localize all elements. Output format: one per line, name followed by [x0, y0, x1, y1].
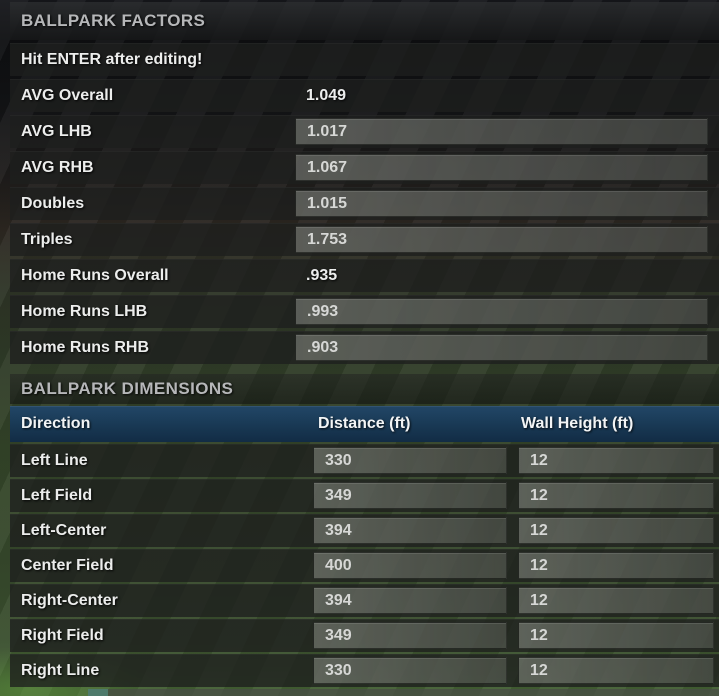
direction-label: Right-Center	[21, 592, 118, 609]
dimension-row: Left Field	[10, 479, 719, 512]
factor-row: Doubles	[10, 187, 719, 220]
dimensions-section-title: BALLPARK DIMENSIONS	[21, 379, 234, 398]
distance-input[interactable]	[313, 657, 507, 684]
direction-label: Right Line	[21, 662, 100, 679]
dimension-row: Left Line	[10, 444, 719, 477]
dimensions-section-header: BALLPARK DIMENSIONS	[10, 374, 719, 404]
factor-input[interactable]	[295, 298, 708, 325]
factors-section-header: BALLPARK FACTORS	[10, 2, 719, 40]
dimensions-table-header: Direction Distance (ft) Wall Height (ft)	[10, 406, 719, 442]
ballpark-editor-panel: BALLPARK FACTORS Hit ENTER after editing…	[10, 2, 719, 689]
background-photo-chip	[88, 689, 108, 696]
factor-label: Triples	[21, 231, 73, 248]
edit-notice-row: Hit ENTER after editing!	[10, 43, 719, 76]
background-photo-bar	[108, 689, 719, 696]
factor-label: Home Runs RHB	[21, 339, 150, 356]
factor-row: Home Runs LHB	[10, 295, 719, 328]
factor-row: Home Runs RHB	[10, 331, 719, 364]
distance-input[interactable]	[313, 622, 507, 649]
direction-label: Right Field	[21, 627, 104, 644]
factor-input[interactable]	[295, 154, 708, 181]
factor-row: AVG RHB	[10, 151, 719, 184]
factor-label: Home Runs LHB	[21, 303, 148, 320]
distance-input[interactable]	[313, 447, 507, 474]
wall-height-input[interactable]	[518, 447, 714, 474]
direction-label: Left Field	[21, 487, 93, 504]
dimension-row: Right Line	[10, 654, 719, 687]
factor-row: AVG LHB	[10, 115, 719, 148]
factor-label: Doubles	[21, 195, 85, 212]
distance-input[interactable]	[313, 587, 507, 614]
factor-label: AVG RHB	[21, 159, 94, 176]
factor-row: AVG Overall 1.049	[10, 79, 719, 112]
dimension-row: Right-Center	[10, 584, 719, 617]
column-header-wall-height: Wall Height (ft)	[521, 415, 634, 432]
wall-height-input[interactable]	[518, 552, 714, 579]
factor-label: AVG LHB	[21, 123, 92, 140]
dimension-rows-container: Left Line Left Field Left-Center Center …	[10, 444, 719, 687]
factor-value: .935	[306, 267, 338, 284]
factor-label: Home Runs Overall	[21, 267, 169, 284]
wall-height-input[interactable]	[518, 482, 714, 509]
direction-label: Left Line	[21, 452, 88, 469]
factor-label: AVG Overall	[21, 87, 114, 104]
factor-rows-container: AVG Overall 1.049 AVG LHB AVG RHB Double…	[10, 79, 719, 364]
factor-row: Home Runs Overall .935	[10, 259, 719, 292]
distance-input[interactable]	[313, 517, 507, 544]
column-header-distance: Distance (ft)	[318, 415, 411, 432]
distance-input[interactable]	[313, 482, 507, 509]
distance-input[interactable]	[313, 552, 507, 579]
edit-notice-text: Hit ENTER after editing!	[21, 51, 203, 68]
factor-value: 1.049	[306, 87, 347, 104]
dimension-row: Right Field	[10, 619, 719, 652]
wall-height-input[interactable]	[518, 657, 714, 684]
wall-height-input[interactable]	[518, 517, 714, 544]
wall-height-input[interactable]	[518, 622, 714, 649]
dimension-row: Center Field	[10, 549, 719, 582]
factor-row: Triples	[10, 223, 719, 256]
direction-label: Center Field	[21, 557, 114, 574]
factor-input[interactable]	[295, 334, 708, 361]
factor-input[interactable]	[295, 226, 708, 253]
wall-height-input[interactable]	[518, 587, 714, 614]
factors-section-title: BALLPARK FACTORS	[21, 11, 206, 30]
factor-input[interactable]	[295, 118, 708, 145]
column-header-direction: Direction	[21, 415, 91, 432]
factor-input[interactable]	[295, 190, 708, 217]
dimension-row: Left-Center	[10, 514, 719, 547]
direction-label: Left-Center	[21, 522, 107, 539]
